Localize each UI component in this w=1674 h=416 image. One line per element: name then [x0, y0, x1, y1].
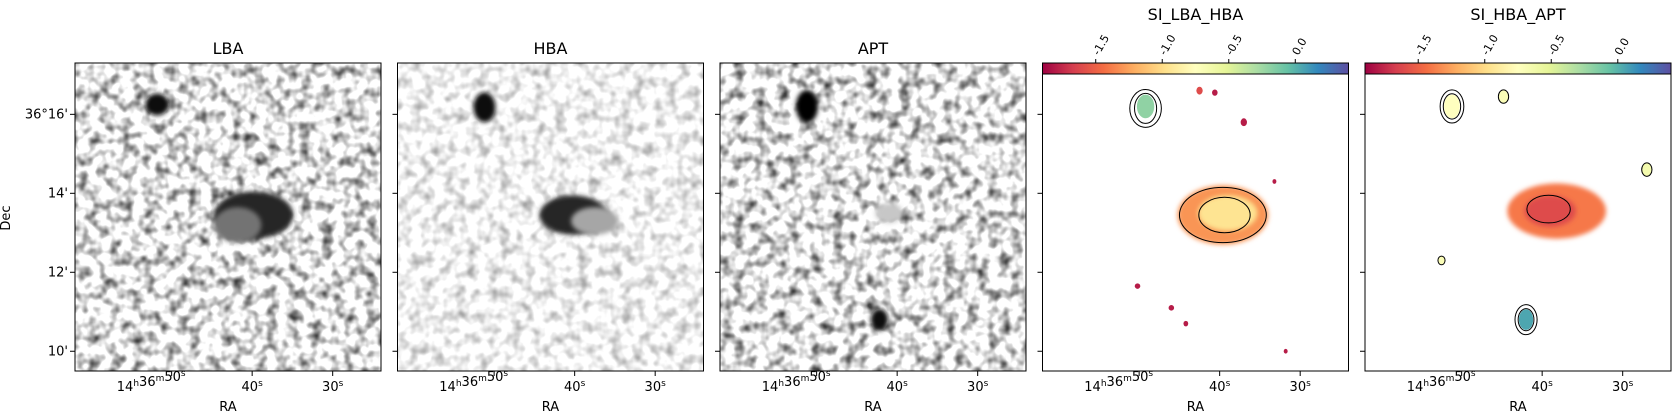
colorbar — [1042, 62, 1349, 75]
x-tick-label: 30s — [645, 379, 667, 395]
x-tick-label: 30s — [1290, 379, 1312, 395]
contour-line — [1526, 194, 1571, 224]
radio-source — [870, 308, 889, 331]
x-axis-label: RA — [1509, 400, 1527, 415]
spectral-index-region — [1518, 309, 1534, 330]
panel-si_hba_apt: SI_HBA_APT -1.5 -1.0 -0.5 0.0 14h36m50s 40s 30s… — [1360, 5, 1672, 415]
colorbar-tick-label: -0.5 — [1223, 32, 1245, 57]
spectral-index-region — [1198, 195, 1258, 231]
spectral-index-region — [1183, 320, 1189, 327]
contour-line — [1178, 186, 1267, 244]
x-tick-label: 30s — [967, 379, 989, 395]
panel-frame — [74, 62, 382, 372]
panel-apt: APT 14h36m50s 40s 30s RA — [715, 39, 1027, 415]
spectral-index-region — [1212, 89, 1218, 96]
spectral-index-region — [1240, 118, 1247, 127]
x-tick-label: 40s — [1209, 379, 1231, 395]
spectral-index-region — [1283, 348, 1288, 354]
x-tick-label: 40s — [242, 379, 264, 395]
panel-title: SI_LBA_HBA — [1148, 5, 1244, 25]
image-layer — [75, 63, 381, 371]
image-layer — [720, 63, 1026, 371]
x-tick-label: 14h36m50s — [439, 369, 508, 395]
panel-frame — [1042, 62, 1349, 372]
colorbar-tick-label: -1.5 — [1413, 32, 1435, 57]
colorbar — [1364, 62, 1672, 75]
image-layer — [397, 63, 704, 371]
contour-line — [1514, 304, 1538, 336]
colorbar-tick-label: 0.0 — [1612, 36, 1632, 58]
x-axis-label: RA — [1187, 400, 1205, 415]
spectral-index-region — [1272, 179, 1277, 184]
contour-line — [1129, 88, 1162, 128]
x-tick-label: 30s — [322, 379, 344, 395]
contour-line — [1641, 162, 1653, 177]
x-axis-label: RA — [219, 400, 237, 415]
x-tick-label: 30s — [1612, 379, 1634, 395]
x-tick-label: 40s — [564, 379, 586, 395]
radio-source — [145, 93, 169, 116]
image-layer — [1437, 89, 1653, 336]
x-tick-label: 40s — [1532, 379, 1554, 395]
colorbar-tick-label: -1.0 — [1157, 32, 1179, 57]
contour-line — [1439, 89, 1465, 124]
panel-frame — [397, 62, 704, 372]
x-tick-label: 14h36m50s — [1407, 369, 1476, 395]
contour-line — [1198, 196, 1251, 234]
x-axis-label: RA — [542, 400, 560, 415]
x-axis-label: RA — [864, 400, 882, 415]
panel-si_lba_hba: SI_LBA_HBA -1.5 -1.0 -0.5 0.0 14h36m50s 40s 30s… — [1037, 5, 1349, 415]
panel-lba: LBA 14h36m50s 40s 30s RA 36°16' 14' 12' 10' — [25, 39, 382, 415]
x-tick-label: 14h36m50s — [762, 369, 831, 395]
colorbar-tick-label: 0.0 — [1290, 36, 1310, 58]
y-tick-label: 12' — [48, 265, 68, 280]
image-layer — [1129, 86, 1288, 354]
y-tick-label: 36°16' — [25, 107, 68, 122]
y-tick-label: 14' — [48, 186, 68, 201]
radio-source — [571, 207, 619, 235]
colorbar-tick-label: -1.5 — [1090, 32, 1112, 57]
spectral-index-region — [1136, 94, 1155, 119]
spectral-index-region — [1134, 283, 1141, 289]
x-tick-label: 14h36m50s — [1084, 369, 1153, 395]
panel-title: HBA — [534, 39, 568, 58]
radio-source — [473, 92, 496, 123]
panel-title: SI_HBA_APT — [1470, 5, 1565, 25]
radio-source — [213, 207, 262, 243]
y-axis-label: Dec — [0, 205, 14, 230]
spectral-index-region — [1438, 256, 1445, 265]
panel-frame — [719, 62, 1027, 372]
contour-line — [1517, 308, 1535, 332]
panel-frame — [1364, 62, 1672, 372]
spectral-index-region — [1168, 305, 1175, 311]
spectral-index-region — [1642, 163, 1652, 176]
panel-hba: HBA 14h36m50s 40s 30s RA — [392, 39, 704, 415]
spectral-index-region — [1498, 90, 1509, 103]
colorbar-tick-label: -0.5 — [1546, 32, 1568, 57]
contour-line — [1497, 89, 1510, 104]
y-tick-label: 10' — [48, 344, 68, 359]
x-tick-label: 40s — [887, 379, 909, 395]
radio-source — [795, 89, 819, 124]
panel-title: APT — [858, 39, 889, 58]
contour-line — [1134, 92, 1158, 124]
x-tick-label: 14h36m50s — [117, 369, 186, 395]
spectral-index-region — [1196, 86, 1203, 95]
panel-title: LBA — [213, 39, 244, 58]
radio-source — [875, 203, 903, 223]
colorbar-tick-label: -1.0 — [1479, 32, 1501, 57]
contour-line — [1437, 255, 1446, 266]
spectral-index-region — [1444, 94, 1460, 119]
contour-line — [1442, 93, 1462, 120]
